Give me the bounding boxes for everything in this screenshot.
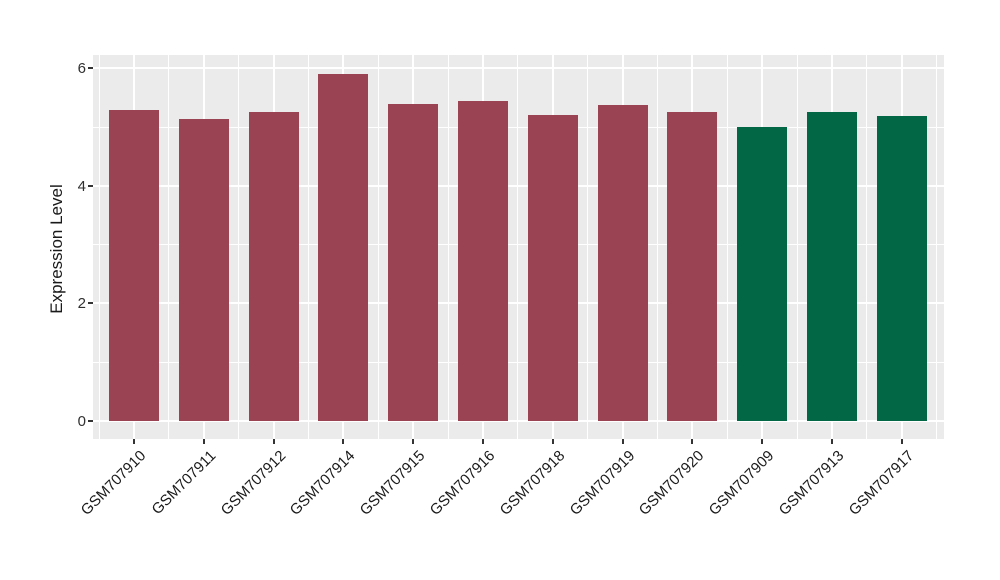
x-tick-mark <box>900 439 903 444</box>
y-tick-label: 2 <box>77 295 86 313</box>
x-tick-mark <box>481 439 484 444</box>
gridline-vertical-minor <box>447 55 449 439</box>
bar-GSM707916 <box>457 100 508 421</box>
bar-GSM707912 <box>248 111 299 421</box>
bar-GSM707915 <box>388 104 439 421</box>
y-axis-title: Expression Level <box>47 184 66 314</box>
gridline-vertical-minor <box>98 55 100 439</box>
y-tick-mark <box>88 420 93 422</box>
x-tick-mark <box>272 439 275 444</box>
gridline-vertical-minor <box>307 55 309 439</box>
x-tick-mark <box>342 439 345 444</box>
bar-GSM707918 <box>527 114 578 421</box>
gridline-horizontal-minor <box>93 126 944 128</box>
gridline-vertical-minor <box>796 55 798 439</box>
x-tick-mark <box>133 439 135 444</box>
gridline-vertical-minor <box>168 55 170 439</box>
y-tick-mark <box>88 67 93 70</box>
gridline-horizontal-major <box>93 420 944 422</box>
bar-GSM707913 <box>806 111 857 421</box>
x-tick-label: GSM707910 <box>77 447 150 519</box>
bar-GSM707909 <box>737 127 788 421</box>
gridline-vertical-minor <box>238 55 240 439</box>
x-tick-mark <box>551 439 554 444</box>
gridline-horizontal-major <box>93 67 944 70</box>
x-tick-mark <box>761 439 764 444</box>
gridline-vertical-minor <box>936 55 938 439</box>
gridline-horizontal-minor <box>93 361 944 363</box>
x-tick-mark <box>202 439 205 444</box>
bar-GSM707914 <box>318 74 369 421</box>
gridline-vertical-minor <box>656 55 658 439</box>
y-tick-label: 0 <box>77 413 86 430</box>
gridline-vertical-minor <box>517 55 519 439</box>
bar-GSM707917 <box>876 115 927 421</box>
bar-GSM707911 <box>178 118 229 421</box>
gridline-horizontal-major <box>93 184 944 187</box>
gridline-horizontal-minor <box>93 244 944 246</box>
bar-GSM707920 <box>667 112 718 421</box>
x-tick-mark <box>830 439 833 444</box>
gridline-vertical-minor <box>866 55 868 439</box>
bar-GSM707910 <box>109 109 159 421</box>
x-tick-mark <box>691 439 694 444</box>
y-tick-mark <box>88 184 93 187</box>
y-tick-label: 4 <box>77 177 86 195</box>
y-tick-label: 6 <box>77 60 86 78</box>
gridline-horizontal-major <box>93 302 944 305</box>
gridline-vertical-minor <box>726 55 728 439</box>
x-tick-mark <box>621 439 624 444</box>
gridline-vertical-minor <box>377 55 379 439</box>
gridline-vertical-minor <box>587 55 589 439</box>
plot-panel <box>93 55 944 439</box>
x-tick-mark <box>412 439 415 444</box>
bar-GSM707919 <box>597 105 648 421</box>
y-tick-mark <box>88 302 93 305</box>
